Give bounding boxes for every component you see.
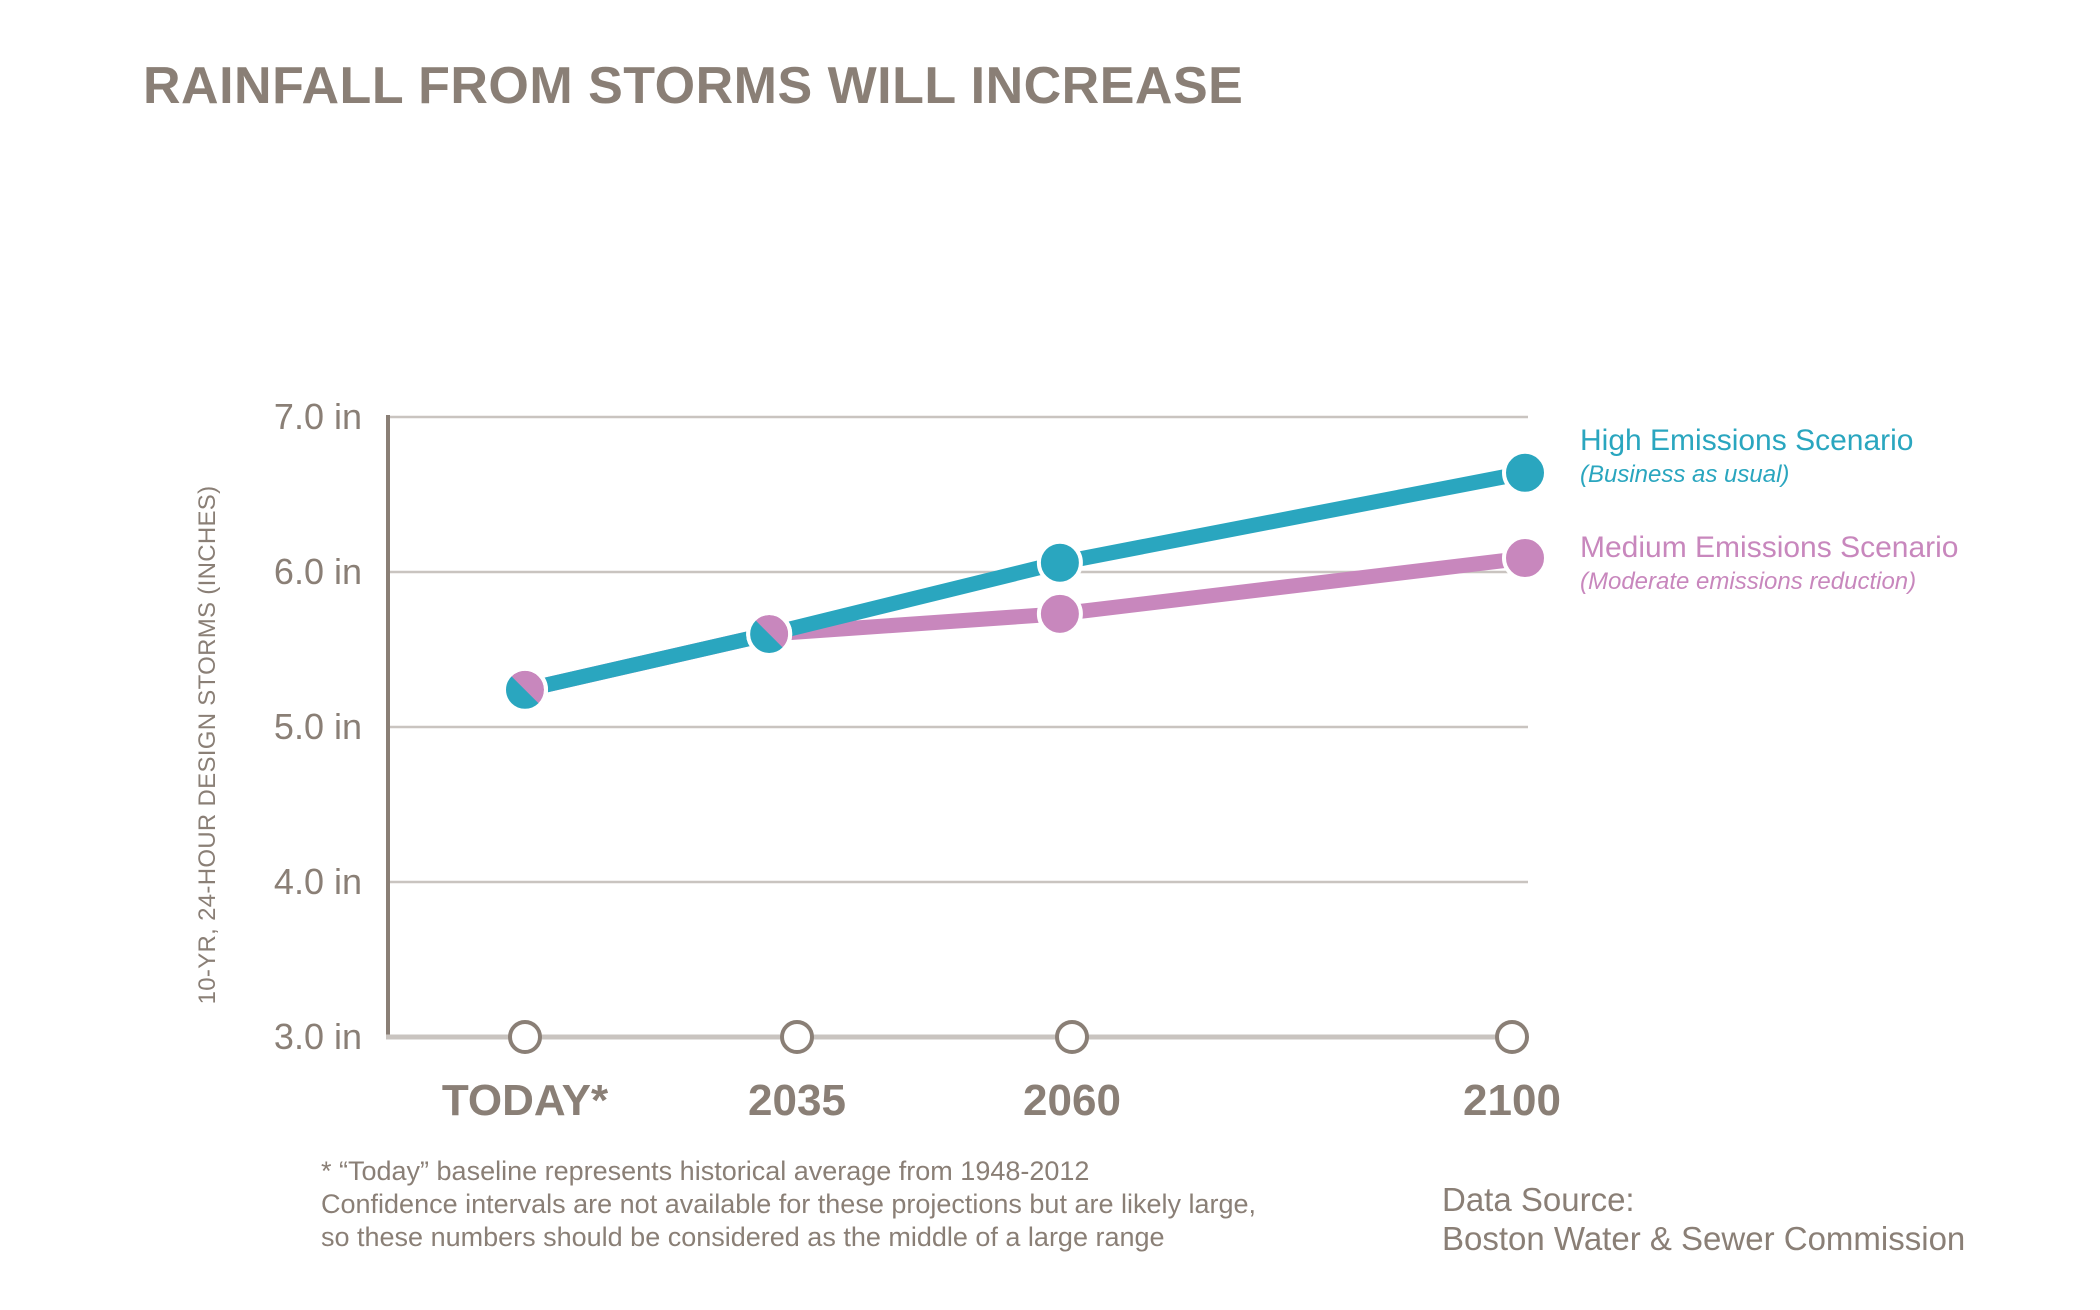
chart-title: RAINFALL FROM STORMS WILL INCREASE [143,57,1243,115]
point-half-high [504,674,540,711]
y-tick-labels: 7.0 in 6.0 in 5.0 in 4.0 in 3.0 in [274,396,362,1057]
high-emissions-point [1502,449,1548,496]
data-source: Data Source: Boston Water & Sewer Commis… [1442,1181,1965,1257]
medium-emissions-point [1502,535,1548,582]
footnote-confidence: Confidence intervals are not available f… [321,1189,1256,1219]
y-tick-label: 3.0 in [274,1016,362,1057]
shared-data-point [746,611,793,657]
x-axis-marker [1055,1020,1089,1054]
x-tick-labels: TODAY* 2035 2060 2100 [442,1076,1561,1125]
high-emissions-point [1036,539,1083,586]
y-tick-label: 7.0 in [274,396,362,437]
axes [386,415,1528,1040]
legend-high-emissions-label: High Emissions Scenario [1580,424,1913,457]
x-tick-label: 2100 [1463,1076,1561,1125]
x-axis-markers [508,1020,1529,1054]
x-tick-label: TODAY* [442,1076,609,1125]
x-axis-marker [508,1020,542,1054]
shared-data-point [502,666,548,713]
point-half-high [748,619,785,655]
footnotes: * “Today” baseline represents historical… [321,1156,1256,1252]
footnote-baseline: * “Today” baseline represents historical… [321,1156,1089,1186]
gridlines [388,415,1528,884]
legend: High Emissions Scenario (Business as usu… [1580,424,1958,595]
data-source-label: Data Source: [1442,1181,1635,1218]
legend-medium-emissions-subtitle: (Moderate emissions reduction) [1580,568,1916,595]
point-outline [746,611,793,657]
point-outline [502,666,548,713]
y-tick-label: 5.0 in [274,706,362,747]
medium-emissions-point [1036,590,1083,637]
footnote-range: so these numbers should be considered as… [321,1222,1165,1252]
x-axis-marker [780,1020,814,1054]
x-tick-label: 2060 [1023,1076,1121,1125]
legend-medium-emissions-label: Medium Emissions Scenario [1580,531,1958,564]
y-tick-label: 6.0 in [274,551,362,592]
series-lines [517,465,1533,698]
x-axis-marker [1495,1020,1529,1054]
y-tick-label: 4.0 in [274,861,362,902]
data-source-name: Boston Water & Sewer Commission [1442,1220,1965,1257]
series-points [502,449,1548,713]
y-axis-label: 10-YR, 24-HOUR DESIGN STORMS (INCHES) [194,486,221,1005]
legend-high-emissions-subtitle: (Business as usual) [1580,461,1789,488]
high-emissions-line [517,465,1533,698]
x-tick-label: 2035 [748,1076,846,1125]
